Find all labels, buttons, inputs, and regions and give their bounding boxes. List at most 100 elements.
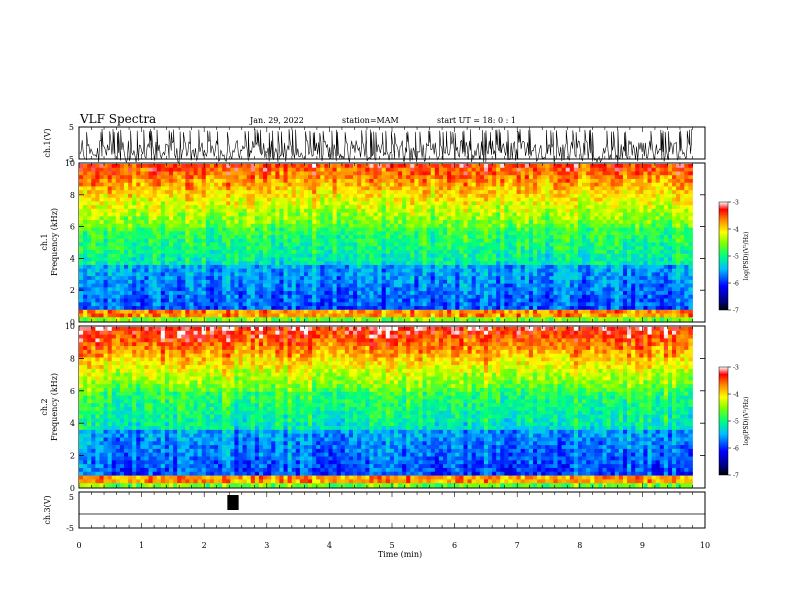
spec1-cell xyxy=(541,164,546,169)
spec1-cell xyxy=(279,253,284,258)
spec1-cell xyxy=(684,216,689,221)
spec1-cell xyxy=(447,264,452,270)
spec1-cell xyxy=(128,268,133,273)
spec1-cell xyxy=(573,212,579,217)
spec1-cell xyxy=(357,171,362,176)
spec1-cell xyxy=(631,246,636,251)
spec1-cell xyxy=(676,216,681,221)
spec1-cell xyxy=(361,167,366,172)
spec1-cell xyxy=(234,242,239,247)
spec1-cell xyxy=(377,223,383,228)
spec1-cell xyxy=(504,164,509,169)
spec1-cell xyxy=(430,190,436,195)
spec1-cell xyxy=(271,186,276,191)
spec1-cell xyxy=(479,220,485,225)
spec1-cell xyxy=(582,257,587,262)
spec1-cell xyxy=(181,201,186,206)
spec1-cell xyxy=(573,164,579,169)
spec1-cell xyxy=(168,253,174,258)
spec1-cell xyxy=(487,212,493,217)
spec1-cell xyxy=(193,193,199,199)
spec1-cell xyxy=(185,197,190,202)
spec1-cell xyxy=(189,193,194,199)
spec1-cell xyxy=(393,190,399,195)
spec1-cell xyxy=(406,171,411,176)
spec1-cell xyxy=(537,235,542,240)
spec1-cell xyxy=(197,175,203,180)
spec1-cell xyxy=(492,253,497,258)
spec1-cell xyxy=(246,212,252,217)
spec1-cell xyxy=(361,186,366,191)
spec1-cell xyxy=(324,167,329,172)
spec1-cell xyxy=(508,246,513,251)
spec1-cell xyxy=(647,238,652,243)
spec1-cell xyxy=(622,246,628,251)
spec1-cell xyxy=(389,227,395,232)
spec1-cell xyxy=(168,193,174,199)
spec1-cell xyxy=(132,279,137,285)
spec1-cell xyxy=(263,205,268,210)
spec1-cell xyxy=(586,276,591,281)
spec1-cell xyxy=(83,235,88,240)
spec1-cell xyxy=(561,197,567,202)
spec1-cell xyxy=(684,242,689,247)
spec1-cell xyxy=(185,208,190,213)
spec1-cell xyxy=(328,235,333,240)
spec1-cell xyxy=(451,178,456,184)
spec1-cell xyxy=(87,246,92,251)
spec1-cell xyxy=(263,167,268,172)
spec1-cell xyxy=(234,261,239,266)
spec1-cell xyxy=(602,190,607,195)
spec1-cell xyxy=(569,175,575,180)
spec1-cell xyxy=(140,175,145,180)
spec1-cell xyxy=(283,242,288,247)
spec1-cell xyxy=(254,246,260,251)
spec1-cell xyxy=(87,201,92,206)
spec1-cell xyxy=(524,164,530,169)
spec1-cell xyxy=(402,182,407,187)
spec1-cell xyxy=(258,261,264,266)
spec1-cell xyxy=(398,264,403,270)
spec1-cell xyxy=(430,193,436,199)
spec1-cell xyxy=(320,242,325,247)
spec1-cell xyxy=(606,246,612,251)
spec1-cell xyxy=(246,235,252,240)
spec1-cell xyxy=(524,190,530,195)
spec1-cell xyxy=(291,272,297,277)
spec1-cell xyxy=(594,201,599,206)
spec1-cell xyxy=(295,201,301,206)
spec1-cell xyxy=(426,190,432,195)
spec1-cell xyxy=(389,283,395,288)
spec1-cell xyxy=(152,279,158,285)
spec1-cell xyxy=(524,261,530,266)
spec1-cell xyxy=(541,249,546,255)
spec1-cell xyxy=(504,253,509,258)
spec1-cell xyxy=(520,216,526,221)
spec1-cell xyxy=(639,257,644,262)
spec1-cell xyxy=(496,268,501,273)
spec1-cell xyxy=(373,167,378,172)
spec1-cell xyxy=(618,197,624,202)
spec1-cell xyxy=(160,257,166,262)
spec1-cell xyxy=(185,283,190,288)
spec1-cell xyxy=(91,175,96,180)
spec1-cell xyxy=(643,253,648,258)
spec1-cell xyxy=(238,197,243,202)
spec1-cell xyxy=(83,257,88,262)
spec1-cell xyxy=(451,242,456,247)
spec1-cell xyxy=(582,227,587,232)
spec1-cell xyxy=(242,261,248,266)
spec1-cell xyxy=(557,220,562,225)
spec1-cell xyxy=(357,283,362,288)
spec1-cell xyxy=(643,175,648,180)
spec1-cell xyxy=(598,235,603,240)
spec1-cell xyxy=(471,283,477,288)
spec1-cell xyxy=(635,227,640,232)
spec1-cell xyxy=(438,182,444,187)
spec1-cell xyxy=(586,242,591,247)
spec1-cell xyxy=(136,201,141,206)
spec1-cell xyxy=(639,197,644,202)
spec1-cell xyxy=(606,223,612,228)
spec1-cell xyxy=(483,220,489,225)
spec1-cell xyxy=(201,175,207,180)
